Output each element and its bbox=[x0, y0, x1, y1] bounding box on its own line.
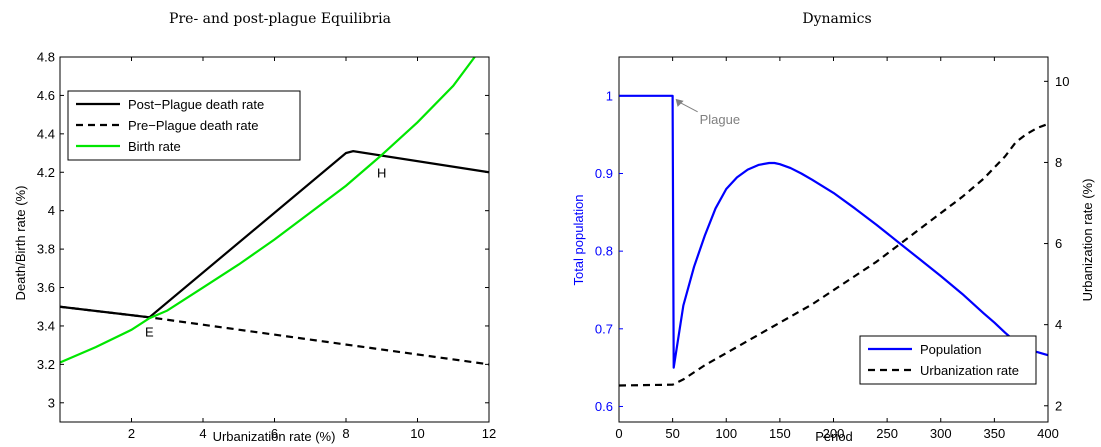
right-ytick-right-label: 10 bbox=[1055, 74, 1069, 89]
left-ytick-label: 4.4 bbox=[37, 126, 55, 141]
right-ytick-left-label: 0.6 bbox=[595, 399, 613, 414]
right-xtick-label: 200 bbox=[823, 426, 845, 441]
right-chart-ylabel-right: Urbanization rate (%) bbox=[1080, 179, 1095, 302]
right-ytick-right-label: 2 bbox=[1055, 398, 1062, 413]
left-ytick-label: 3.8 bbox=[37, 242, 55, 257]
left-annotation-h: H bbox=[377, 165, 386, 180]
left-ytick-label: 4.6 bbox=[37, 88, 55, 103]
right-xtick-label: 300 bbox=[930, 426, 952, 441]
right-ytick-left-label: 0.9 bbox=[595, 166, 613, 181]
plague-arrow-line bbox=[678, 101, 698, 113]
left-ytick-label: 3.2 bbox=[37, 357, 55, 372]
right-xtick-label: 50 bbox=[665, 426, 679, 441]
left-xtick-label: 8 bbox=[342, 426, 349, 441]
plague-arrow-head bbox=[675, 98, 684, 107]
left-series-pre-plague-death-rate bbox=[59, 305, 490, 366]
left-chart: Pre- and post-plague Equilibria Urbaniza… bbox=[13, 11, 496, 444]
left-series-post-plague-death-rate bbox=[59, 150, 490, 319]
plague-annotation: Plague bbox=[700, 112, 740, 127]
left-legend-label-birth-rate: Birth rate bbox=[128, 139, 181, 154]
left-legend-label-pre-plague-death-rate: Pre−Plague death rate bbox=[128, 118, 258, 133]
right-xtick-label: 250 bbox=[876, 426, 898, 441]
right-xtick-label: 150 bbox=[769, 426, 791, 441]
left-xtick-label: 12 bbox=[482, 426, 496, 441]
right-series-population bbox=[619, 94, 1049, 369]
left-ytick-label: 3.6 bbox=[37, 280, 55, 295]
left-ytick-label: 3.4 bbox=[37, 318, 55, 333]
left-ytick-label: 4.2 bbox=[37, 165, 55, 180]
right-legend-label-urbanization-rate: Urbanization rate bbox=[920, 363, 1019, 378]
right-legend-label-population: Population bbox=[920, 342, 981, 357]
right-ytick-left-label: 0.7 bbox=[595, 321, 613, 336]
left-legend-label-post-plague-death-rate: Post−Plague death rate bbox=[128, 97, 264, 112]
right-ytick-left-label: 1 bbox=[606, 88, 613, 103]
left-ytick-label: 3 bbox=[48, 395, 55, 410]
right-ytick-right-label: 8 bbox=[1055, 155, 1062, 170]
right-chart-ylabel-left: Total population bbox=[571, 194, 586, 285]
left-chart-title: Pre- and post-plague Equilibria bbox=[169, 11, 391, 27]
right-legend-box bbox=[859, 335, 1037, 385]
right-xtick-label: 350 bbox=[984, 426, 1006, 441]
left-chart-xlabel: Urbanization rate (%) bbox=[213, 429, 336, 444]
right-chart-legend: Population Urbanization rate bbox=[859, 335, 1037, 385]
left-xtick-label: 4 bbox=[199, 426, 206, 441]
left-xtick-label: 6 bbox=[271, 426, 278, 441]
right-chart-xlabel: Period bbox=[815, 429, 853, 444]
right-chart-title: Dynamics bbox=[802, 11, 871, 27]
left-annotation-e: E bbox=[145, 325, 154, 340]
left-ytick-label: 4 bbox=[48, 203, 55, 218]
right-chart: Dynamics Period Total population Urbaniz… bbox=[571, 11, 1095, 444]
right-xtick-label: 100 bbox=[715, 426, 737, 441]
left-ytick-label: 4.8 bbox=[37, 50, 55, 65]
right-ytick-right-label: 6 bbox=[1055, 236, 1062, 251]
right-series-urbanization-rate bbox=[618, 122, 1049, 387]
right-ytick-left-label: 0.8 bbox=[595, 244, 613, 259]
left-series-birth-rate bbox=[59, 56, 476, 364]
right-xtick-label: 0 bbox=[615, 426, 622, 441]
left-xtick-label: 10 bbox=[410, 426, 424, 441]
left-chart-ylabel: Death/Birth rate (%) bbox=[13, 186, 28, 301]
left-chart-legend: Post−Plague death rate Pre−Plague death r… bbox=[67, 90, 301, 161]
right-ytick-right-label: 4 bbox=[1055, 317, 1062, 332]
left-xtick-label: 2 bbox=[128, 426, 135, 441]
right-xtick-label: 400 bbox=[1037, 426, 1059, 441]
